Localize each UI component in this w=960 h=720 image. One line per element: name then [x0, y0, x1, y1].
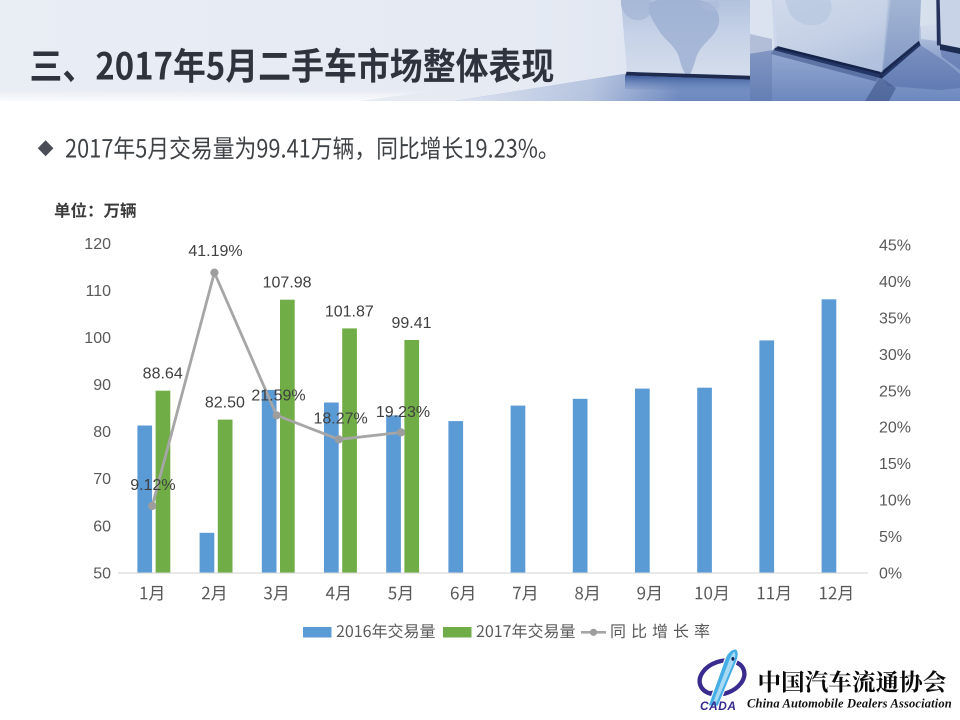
svg-text:107.98: 107.98: [263, 275, 312, 292]
svg-text:30%: 30%: [879, 347, 911, 364]
svg-text:20%: 20%: [879, 420, 911, 437]
svg-text:18.27%: 18.27%: [313, 411, 367, 428]
svg-text:40%: 40%: [879, 274, 911, 291]
svg-text:35%: 35%: [879, 311, 911, 328]
svg-text:100: 100: [84, 330, 111, 347]
svg-text:45%: 45%: [879, 238, 911, 255]
svg-text:CADA: CADA: [700, 699, 736, 713]
svg-text:10%: 10%: [879, 493, 911, 510]
svg-text:110: 110: [85, 283, 111, 300]
svg-text:5%: 5%: [879, 529, 902, 546]
svg-text:120: 120: [84, 236, 111, 253]
svg-text:70: 70: [93, 471, 111, 488]
svg-text:82.50: 82.50: [205, 395, 245, 412]
svg-text:China Automobile Dealers Assoc: China Automobile Dealers Association: [747, 697, 952, 711]
svg-text:80: 80: [93, 424, 111, 441]
svg-text:9.12%: 9.12%: [130, 477, 175, 494]
svg-text:50: 50: [93, 565, 111, 582]
svg-text:0%: 0%: [879, 565, 902, 582]
svg-text:60: 60: [93, 518, 111, 535]
svg-text:19.23%: 19.23%: [376, 404, 430, 421]
svg-text:41.19%: 41.19%: [188, 243, 242, 260]
svg-text:21.59%: 21.59%: [251, 388, 305, 405]
svg-text:90: 90: [93, 377, 111, 394]
svg-text:25%: 25%: [879, 383, 911, 400]
svg-text:99.41: 99.41: [391, 315, 431, 332]
svg-text:88.64: 88.64: [143, 366, 183, 383]
svg-text:15%: 15%: [879, 456, 911, 473]
svg-text:101.87: 101.87: [325, 303, 374, 320]
